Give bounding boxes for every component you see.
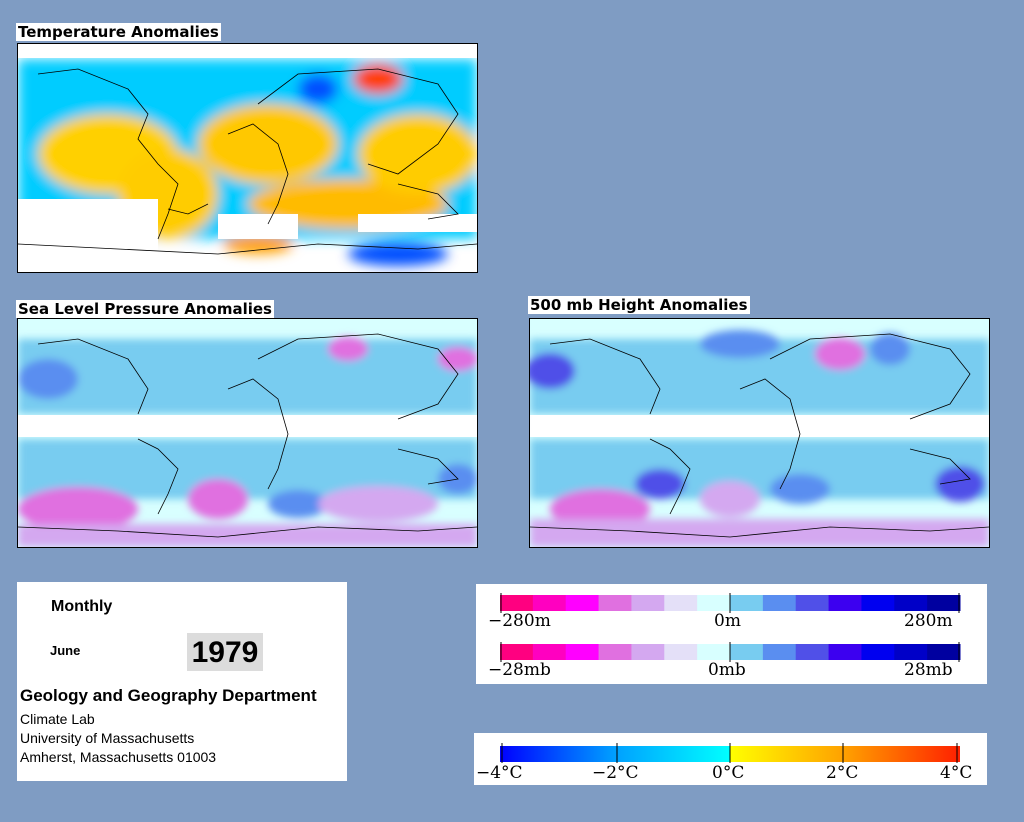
height-max-label: 280m bbox=[904, 611, 953, 631]
slp-panel-title: Sea Level Pressure Anomalies bbox=[16, 300, 274, 318]
height-anomaly-map bbox=[529, 318, 990, 548]
pressure-colorbar-swatch bbox=[861, 644, 895, 660]
pressure-colorbar-swatch bbox=[795, 644, 830, 660]
pressure-colorbar bbox=[500, 642, 961, 662]
pressure-max-label: 28mb bbox=[904, 660, 953, 680]
temperature-panel-title: Temperature Anomalies bbox=[16, 23, 221, 41]
height-colorbar-swatch bbox=[565, 595, 600, 611]
info-panel: Monthly June 1979 Geology and Geography … bbox=[17, 582, 347, 781]
height-colorbar-swatch bbox=[927, 595, 961, 611]
pressure-colorbar-swatch bbox=[697, 644, 731, 660]
pressure-colorbar-swatch bbox=[762, 644, 797, 660]
month-label: June bbox=[50, 643, 81, 658]
pressure-colorbar-swatch bbox=[894, 644, 928, 660]
pressure-mid-label: 0mb bbox=[708, 660, 746, 680]
year-display: 1979 bbox=[187, 633, 263, 671]
temp-tick-2: −2°C bbox=[592, 763, 639, 783]
pressure-min-label: −28mb bbox=[488, 660, 551, 680]
pressure-colorbar-swatch bbox=[664, 644, 698, 660]
height-min-label: −280m bbox=[488, 611, 551, 631]
height-mid-label: 0m bbox=[714, 611, 741, 631]
height-colorbar-swatch bbox=[664, 595, 698, 611]
height-colorbar-swatch bbox=[697, 595, 731, 611]
pressure-colorbar-swatch bbox=[565, 644, 600, 660]
temp-tick-4: 2°C bbox=[826, 763, 859, 783]
temp-tick-1: −4°C bbox=[476, 763, 523, 783]
height-pressure-legend: −280m 0m 280m −28mb 0mb 28mb bbox=[476, 584, 987, 684]
height-colorbar-swatch bbox=[795, 595, 830, 611]
pressure-colorbar-swatch bbox=[828, 644, 862, 660]
department-name: Geology and Geography Department bbox=[20, 686, 317, 705]
height-colorbar-swatch bbox=[598, 595, 632, 611]
height-colorbar-swatch bbox=[894, 595, 928, 611]
slp-anomaly-map bbox=[17, 318, 478, 548]
height-colorbar-swatch bbox=[828, 595, 862, 611]
pressure-colorbar-swatch bbox=[532, 644, 567, 660]
temp-tick-5: 4°C bbox=[940, 763, 973, 783]
temperature-anomaly-map bbox=[17, 43, 478, 273]
height-colorbar-swatch bbox=[861, 595, 895, 611]
temp-tick-3: 0°C bbox=[712, 763, 745, 783]
pressure-colorbar-swatch bbox=[730, 644, 764, 660]
height-colorbar-swatch bbox=[730, 595, 764, 611]
address-line: Amherst, Massachusetts 01003 bbox=[20, 749, 217, 765]
pressure-colorbar-swatch bbox=[927, 644, 961, 660]
pressure-colorbar-swatch bbox=[631, 644, 665, 660]
height-colorbar-swatch bbox=[500, 595, 534, 611]
university-name: University of Massachusetts bbox=[20, 730, 195, 746]
height-colorbar-swatch bbox=[532, 595, 567, 611]
pressure-colorbar-swatch bbox=[598, 644, 632, 660]
lab-name: Climate Lab bbox=[20, 711, 95, 727]
temperature-legend: −4°C −2°C 0°C 2°C 4°C bbox=[474, 733, 987, 785]
height-colorbar bbox=[500, 593, 961, 613]
height-colorbar-swatch bbox=[762, 595, 797, 611]
pressure-colorbar-swatch bbox=[500, 644, 534, 660]
height-panel-title: 500 mb Height Anomalies bbox=[528, 296, 750, 314]
height-colorbar-swatch bbox=[631, 595, 665, 611]
frequency-label: Monthly bbox=[51, 598, 113, 615]
